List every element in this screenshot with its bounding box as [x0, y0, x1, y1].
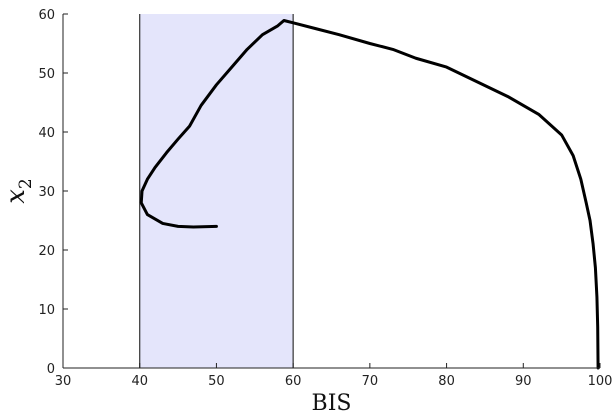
- y-ticks: 0 10 20 30 40 50 60: [38, 8, 68, 377]
- y-tick-label: 20: [38, 244, 55, 259]
- y-axis-label-subscript: 2: [16, 178, 36, 189]
- x-tick-label: 50: [208, 374, 225, 389]
- y-axis: 0 10 20 30 40 50 60 x2: [1, 8, 68, 377]
- y-tick-label: 40: [38, 126, 55, 141]
- x-tick-label: 70: [362, 374, 379, 389]
- x-tick-label: 40: [131, 374, 148, 389]
- plot-area: [139, 14, 600, 370]
- x-axis-label: BIS: [312, 391, 352, 414]
- series-line: [139, 18, 600, 370]
- x-tick-label: 80: [438, 374, 455, 389]
- y-tick-label: 50: [38, 67, 55, 82]
- x-ticks: 30 40 50 60 70 80 90 100: [55, 363, 612, 389]
- y-tick-label: 30: [38, 185, 55, 200]
- target-band: [139, 14, 294, 368]
- y-axis-label: x2: [1, 178, 36, 204]
- x-tick-label: 90: [515, 374, 532, 389]
- y-tick-label: 0: [47, 362, 55, 377]
- x-tick-label: 60: [285, 374, 302, 389]
- y-axis-label-var: x: [1, 189, 31, 204]
- y-tick-label: 10: [38, 303, 55, 318]
- x-tick-label: 100: [588, 374, 612, 389]
- x-axis: 30 40 50 60 70 80 90 100 BIS: [55, 363, 612, 414]
- y-tick-label: 60: [38, 8, 55, 23]
- x-tick-label: 30: [55, 374, 72, 389]
